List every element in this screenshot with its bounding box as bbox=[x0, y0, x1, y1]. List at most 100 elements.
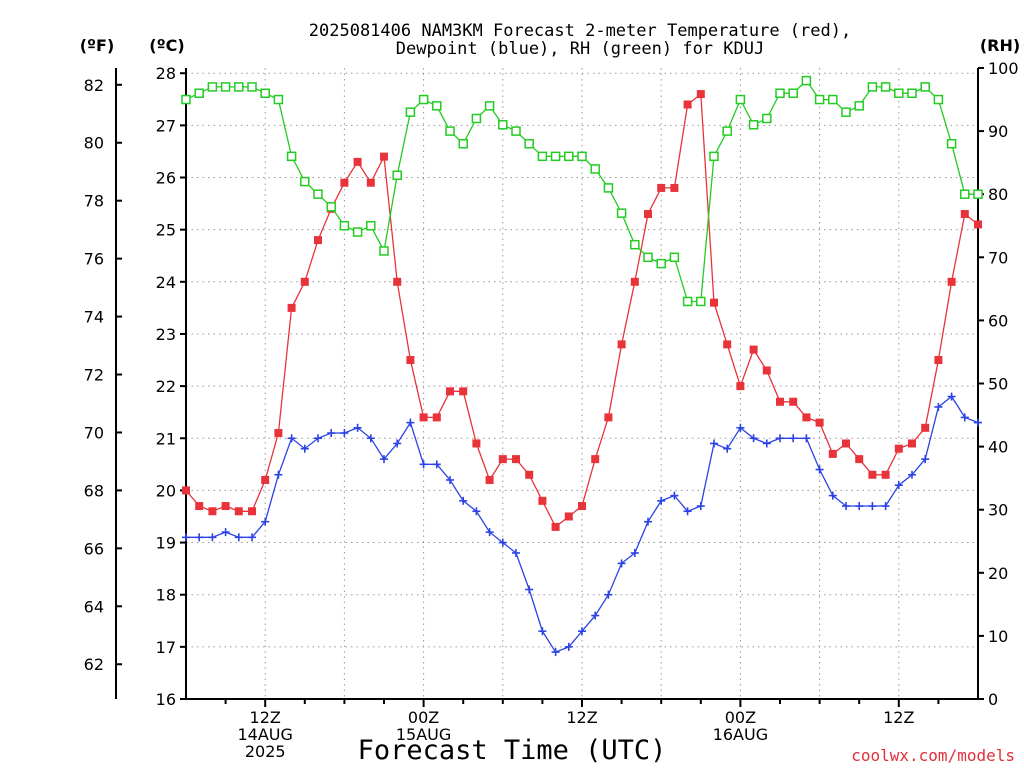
rh-point bbox=[194, 88, 204, 98]
temperature-point bbox=[195, 502, 204, 511]
temperature-point bbox=[881, 470, 890, 479]
temperature-point bbox=[406, 356, 415, 365]
temperature-point bbox=[274, 429, 283, 438]
rh-tick-label: 20 bbox=[988, 564, 1008, 583]
celsius-tick-label: 17 bbox=[156, 638, 176, 657]
rh-point bbox=[669, 252, 680, 263]
dewpoint-point bbox=[762, 439, 771, 448]
rh-point bbox=[867, 82, 878, 92]
x-tick-label: 2025 bbox=[245, 742, 286, 761]
dewpoint-point bbox=[446, 475, 454, 484]
dewpoint-point bbox=[921, 455, 930, 464]
dewpoint-point bbox=[604, 590, 613, 599]
temperature-point bbox=[182, 486, 190, 495]
celsius-unit-label: (ºC) bbox=[149, 36, 184, 55]
rh-tick-label: 70 bbox=[988, 248, 1008, 267]
temperature-point bbox=[314, 236, 322, 245]
rh-point bbox=[735, 94, 746, 105]
temperature-point bbox=[221, 502, 230, 511]
fahrenheit-tick-label: 76 bbox=[84, 250, 104, 269]
temperature-point bbox=[644, 210, 652, 219]
rh-point bbox=[656, 258, 666, 269]
dewpoint-point bbox=[670, 491, 679, 500]
x-tick-label: 14AUG bbox=[237, 725, 292, 744]
temperature-point bbox=[340, 178, 349, 187]
rh-point bbox=[432, 101, 442, 111]
rh-point bbox=[933, 94, 944, 105]
rh-point bbox=[458, 138, 468, 149]
rh-tick-label: 10 bbox=[988, 627, 1008, 646]
temperature-point bbox=[512, 455, 520, 464]
rh-point bbox=[260, 88, 270, 98]
dewpoint-point bbox=[432, 460, 441, 469]
dewpoint-point bbox=[472, 507, 481, 516]
rh-point bbox=[682, 296, 693, 307]
temperature-point bbox=[591, 455, 600, 464]
dewpoint-point bbox=[908, 470, 916, 479]
rh-point bbox=[286, 151, 297, 162]
dewpoint-point bbox=[630, 548, 639, 557]
rh-unit-label: (RH) bbox=[980, 36, 1020, 55]
temperature-point bbox=[670, 183, 679, 192]
temperature-point bbox=[934, 356, 943, 365]
x-axis-label: Forecast Time (UTC) bbox=[358, 735, 667, 766]
dewpoint-point bbox=[617, 559, 626, 568]
dewpoint-point bbox=[710, 439, 718, 448]
temperature-point bbox=[366, 178, 375, 187]
rh-tick-label: 50 bbox=[988, 375, 1008, 394]
tick-labels: 16 17 18 19 20 21 22 23 24 25 26 27 28 62 64 66 68 70 72 74… bbox=[84, 59, 1019, 761]
rh-point bbox=[946, 138, 957, 149]
celsius-tick-label: 22 bbox=[156, 377, 176, 396]
rh-point bbox=[300, 176, 310, 187]
temperature-point bbox=[736, 382, 745, 391]
celsius-tick-label: 23 bbox=[156, 325, 176, 344]
temperature-point bbox=[894, 444, 903, 453]
temperature-point bbox=[855, 455, 864, 464]
chart-title-line-1: 2025081406 NAM3KM Forecast 2-meter Tempe… bbox=[309, 21, 851, 41]
dewpoint-point bbox=[828, 491, 837, 500]
temperature-point bbox=[630, 277, 639, 286]
rh-point bbox=[484, 101, 495, 111]
rh-point bbox=[722, 126, 732, 136]
temperature-point bbox=[868, 470, 877, 479]
celsius-tick-label: 26 bbox=[156, 169, 176, 188]
rh-point bbox=[181, 94, 191, 105]
dewpoint-point bbox=[287, 434, 296, 443]
temperature-point bbox=[921, 423, 930, 432]
rh-point bbox=[854, 101, 864, 111]
temperature-point bbox=[828, 449, 837, 458]
celsius-tick-label: 24 bbox=[156, 273, 176, 292]
rh-point bbox=[273, 94, 284, 105]
rh-point bbox=[498, 120, 508, 130]
rh-point bbox=[339, 221, 350, 231]
dewpoint-point bbox=[749, 434, 758, 443]
rh-point bbox=[445, 126, 455, 136]
temperature-point bbox=[776, 397, 784, 406]
temperature-point bbox=[974, 220, 982, 229]
dewpoint-point bbox=[868, 502, 877, 511]
temperature-point bbox=[696, 90, 705, 99]
dewpoint-point bbox=[855, 502, 864, 511]
dewpoint-point bbox=[314, 434, 322, 443]
x-tick-label: 12Z bbox=[250, 708, 281, 727]
temperature-point bbox=[300, 277, 309, 286]
fahrenheit-tick-label: 82 bbox=[84, 76, 104, 95]
dewpoint-point bbox=[815, 465, 824, 474]
dewpoint-point bbox=[591, 611, 600, 620]
temperature-point bbox=[789, 397, 798, 406]
rh-point bbox=[788, 88, 798, 98]
rh-point bbox=[418, 94, 429, 105]
dewpoint-point bbox=[234, 533, 243, 542]
rh-point bbox=[577, 151, 587, 162]
dewpoint-point bbox=[657, 496, 666, 505]
celsius-tick-label: 20 bbox=[156, 481, 176, 500]
dewpoint-point bbox=[736, 423, 745, 432]
rh-point bbox=[762, 113, 772, 124]
rh-point bbox=[326, 202, 336, 212]
dewpoint-point bbox=[208, 533, 217, 542]
dewpoint-point bbox=[419, 460, 428, 469]
celsius-tick-label: 16 bbox=[156, 690, 176, 709]
grid bbox=[186, 68, 978, 700]
temperature-point bbox=[538, 496, 547, 505]
rh-point bbox=[814, 94, 825, 105]
